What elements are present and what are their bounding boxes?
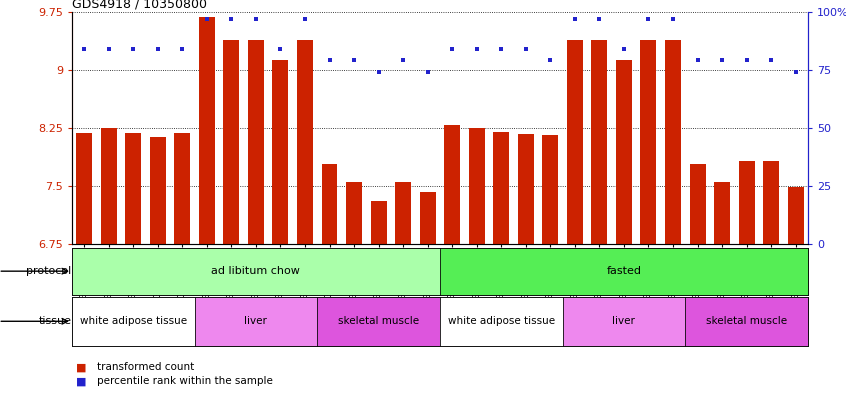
- Text: tissue: tissue: [39, 316, 72, 326]
- Bar: [371, 201, 387, 244]
- Point: [788, 69, 802, 75]
- Bar: [444, 125, 460, 244]
- FancyBboxPatch shape: [685, 297, 808, 346]
- Point: [641, 16, 655, 22]
- Bar: [76, 133, 92, 244]
- Bar: [150, 137, 166, 244]
- FancyBboxPatch shape: [195, 297, 317, 346]
- Bar: [101, 129, 117, 244]
- Point: [690, 57, 704, 64]
- Text: ■: ■: [76, 376, 86, 386]
- Text: protocol: protocol: [26, 266, 72, 276]
- Point: [249, 16, 262, 22]
- Bar: [493, 132, 509, 244]
- Bar: [223, 40, 239, 244]
- Point: [445, 46, 459, 52]
- Text: ■: ■: [76, 362, 86, 373]
- Bar: [665, 40, 681, 244]
- Point: [102, 46, 115, 52]
- Bar: [174, 133, 190, 244]
- Bar: [272, 61, 288, 244]
- Point: [519, 46, 532, 52]
- Point: [151, 46, 164, 52]
- Bar: [567, 40, 583, 244]
- Text: GDS4918 / 10350800: GDS4918 / 10350800: [72, 0, 207, 11]
- Text: liver: liver: [244, 316, 267, 326]
- Point: [77, 46, 91, 52]
- Point: [200, 16, 213, 22]
- Bar: [321, 164, 338, 244]
- Point: [175, 46, 189, 52]
- Point: [568, 16, 581, 22]
- Point: [592, 16, 606, 22]
- Bar: [788, 187, 804, 244]
- Point: [715, 57, 728, 64]
- Bar: [542, 136, 558, 244]
- Bar: [739, 161, 755, 244]
- FancyBboxPatch shape: [72, 297, 195, 346]
- Text: white adipose tissue: white adipose tissue: [448, 316, 555, 326]
- FancyBboxPatch shape: [72, 248, 440, 295]
- Bar: [420, 192, 436, 244]
- Text: fasted: fasted: [607, 266, 641, 276]
- Point: [739, 57, 753, 64]
- Bar: [763, 161, 779, 244]
- Text: liver: liver: [613, 316, 635, 326]
- Point: [273, 46, 287, 52]
- Point: [126, 46, 140, 52]
- Point: [371, 69, 385, 75]
- Text: white adipose tissue: white adipose tissue: [80, 316, 187, 326]
- Bar: [297, 40, 313, 244]
- Point: [322, 57, 336, 64]
- Point: [396, 57, 409, 64]
- Bar: [248, 40, 264, 244]
- Text: transformed count: transformed count: [97, 362, 195, 373]
- Text: percentile rank within the sample: percentile rank within the sample: [97, 376, 273, 386]
- Text: skeletal muscle: skeletal muscle: [706, 316, 787, 326]
- Bar: [714, 182, 730, 244]
- Point: [420, 69, 435, 75]
- Point: [494, 46, 508, 52]
- Bar: [518, 134, 534, 244]
- Bar: [346, 182, 362, 244]
- Bar: [640, 40, 656, 244]
- FancyBboxPatch shape: [563, 297, 685, 346]
- Bar: [469, 129, 485, 244]
- Bar: [689, 164, 706, 244]
- Point: [764, 57, 777, 64]
- Bar: [395, 182, 411, 244]
- Bar: [616, 61, 632, 244]
- Point: [617, 46, 630, 52]
- Point: [347, 57, 360, 64]
- FancyBboxPatch shape: [440, 297, 563, 346]
- Point: [666, 16, 679, 22]
- FancyBboxPatch shape: [317, 297, 440, 346]
- Bar: [125, 133, 141, 244]
- Point: [543, 57, 557, 64]
- Point: [470, 46, 483, 52]
- FancyBboxPatch shape: [440, 248, 808, 295]
- Bar: [199, 17, 215, 244]
- Text: ad libitum chow: ad libitum chow: [212, 266, 300, 276]
- Text: skeletal muscle: skeletal muscle: [338, 316, 419, 326]
- Bar: [591, 40, 607, 244]
- Point: [224, 16, 239, 22]
- Point: [298, 16, 311, 22]
